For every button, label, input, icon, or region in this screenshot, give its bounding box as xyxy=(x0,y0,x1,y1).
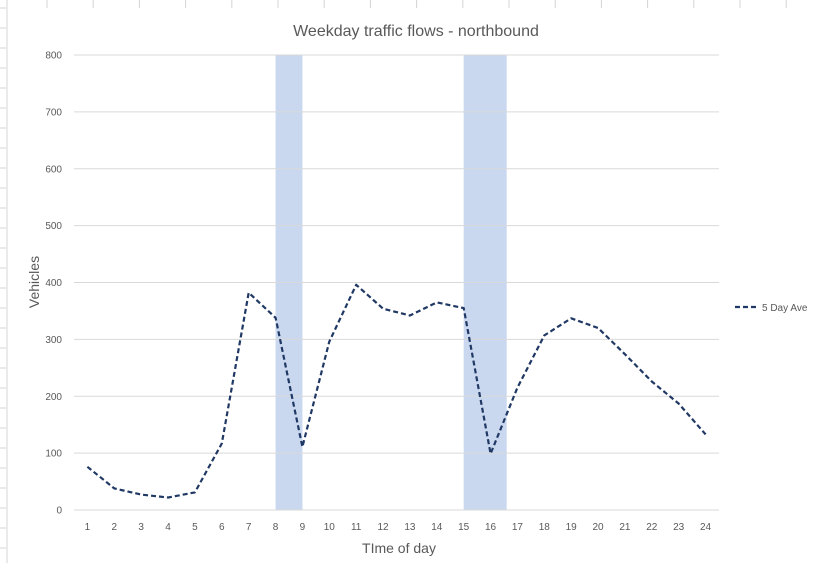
y-tick-label-500: 500 xyxy=(45,221,62,232)
x-tick-label-14: 14 xyxy=(431,522,443,533)
y-tick-label-700: 700 xyxy=(45,107,62,118)
y-tick-label-600: 600 xyxy=(45,164,62,175)
x-tick-label-9: 9 xyxy=(300,522,306,533)
series-line-1 xyxy=(86,283,707,499)
x-tick-label-20: 20 xyxy=(593,522,605,533)
x-tick-label-8: 8 xyxy=(273,522,279,533)
x-tick-label-3: 3 xyxy=(138,522,144,533)
x-tick-label-13: 13 xyxy=(404,522,416,533)
x-axis-title: TIme of day xyxy=(362,540,436,556)
y-tick-label-400: 400 xyxy=(45,278,62,289)
chart-title: Weekday traffic flows - northbound xyxy=(293,23,539,40)
x-tick-label-2: 2 xyxy=(112,522,118,533)
x-tick-label-17: 17 xyxy=(512,522,524,533)
legend-label-5-day-ave: 5 Day Ave xyxy=(762,303,808,314)
x-tick-label-12: 12 xyxy=(378,522,390,533)
legend: 5 Day Ave xyxy=(735,303,808,314)
x-tick-label-22: 22 xyxy=(646,522,658,533)
x-tick-label-6: 6 xyxy=(219,522,225,533)
y-tick-label-800: 800 xyxy=(45,51,62,62)
x-tick-label-21: 21 xyxy=(619,522,631,533)
x-tick-label-19: 19 xyxy=(566,522,578,533)
x-tick-label-10: 10 xyxy=(324,522,336,533)
x-tick-label-11: 11 xyxy=(351,522,362,533)
x-tick-label-4: 4 xyxy=(165,522,171,533)
x-tick-label-15: 15 xyxy=(458,522,470,533)
x-tick-label-24: 24 xyxy=(700,522,712,533)
y-tick-label-300: 300 xyxy=(45,335,62,346)
y-tick-label-100: 100 xyxy=(45,449,62,460)
y-axis-title: Vehicles xyxy=(26,256,42,308)
x-tick-label-1: 1 xyxy=(85,522,91,533)
x-tick-label-16: 16 xyxy=(485,522,497,533)
x-tick-label-18: 18 xyxy=(539,522,551,533)
x-tick-label-7: 7 xyxy=(246,522,252,533)
x-tick-label-23: 23 xyxy=(673,522,685,533)
y-tick-label-0: 0 xyxy=(56,506,62,517)
y-tick-label-200: 200 xyxy=(45,392,62,403)
x-tick-label-5: 5 xyxy=(192,522,198,533)
